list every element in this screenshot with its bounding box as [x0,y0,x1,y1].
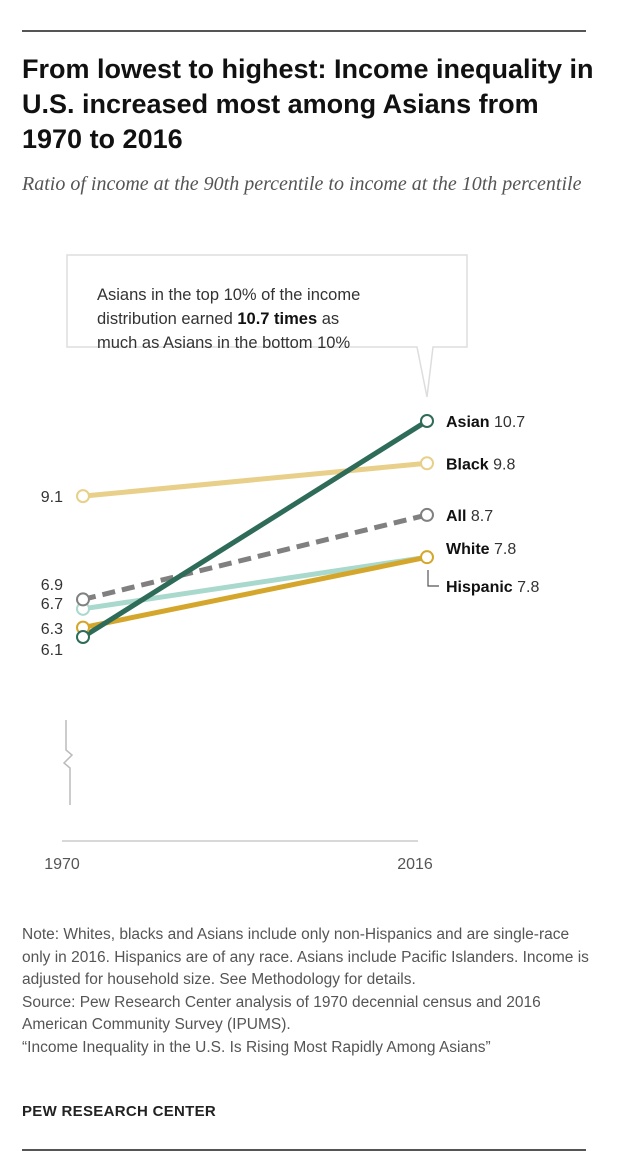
annotation-line-1: Asians in the top 10% of the income [97,286,360,304]
chart-title: From lowest to highest: Income inequalit… [22,54,594,154]
marker-black-2016 [420,456,434,471]
chart-subtitle: Ratio of income at the 90th percentile t… [22,173,582,195]
start-label-black: 9.1 [41,489,63,506]
top-rule [22,30,586,32]
hispanic-leader-line [427,570,439,587]
annotation-line-2: distribution earned 10.7 times as [97,310,339,328]
marker-asian-1970 [76,630,90,644]
marker-white-2016 [420,550,434,565]
annotation-callout [66,254,468,398]
start-label-all: 6.9 [41,577,63,594]
marker-asian-2016 [420,414,434,428]
x-tick-label-1970: 1970 [44,856,80,873]
bottom-rule [22,1149,586,1151]
x-tick-label-2016: 2016 [397,856,433,873]
start-label-white: 6.3 [41,621,63,638]
start-label-hispanic: 6.7 [41,596,63,613]
series-line-hispanic [82,554,428,612]
end-label-black: Black 9.8 [446,456,515,473]
marker-black-1970 [76,489,90,504]
start-label-asian: 6.1 [41,642,63,659]
end-label-asian: Asian 10.7 [446,414,525,431]
chart-notes: Note: Whites, blacks and Asians include … [22,924,592,1059]
series-line-white [82,554,428,631]
end-label-all: All 8.7 [446,508,493,525]
report-title: “Income Inequality in the U.S. Is Rising… [22,1038,491,1056]
line-chart: 1970 2016 9.1 6.7 6.3 6.9 6.1 Black 9.8 Hispanic… [41,254,539,873]
series-line-black [82,460,428,499]
marker-all-2016 [420,507,434,522]
end-label-hispanic: Hispanic 7.8 [446,579,539,596]
marker-all-1970 [76,592,90,607]
brand-logo-text: PEW RESEARCH CENTER [22,1103,217,1120]
series-line-asian [81,418,429,640]
axis-break-mark [62,720,74,805]
end-label-white: White 7.8 [446,541,516,558]
note-text: Note: Whites, blacks and Asians include … [22,926,589,988]
annotation-line-3: much as Asians in the bottom 10% [97,334,350,352]
source-text: Source: Pew Research Center analysis of … [22,993,541,1034]
